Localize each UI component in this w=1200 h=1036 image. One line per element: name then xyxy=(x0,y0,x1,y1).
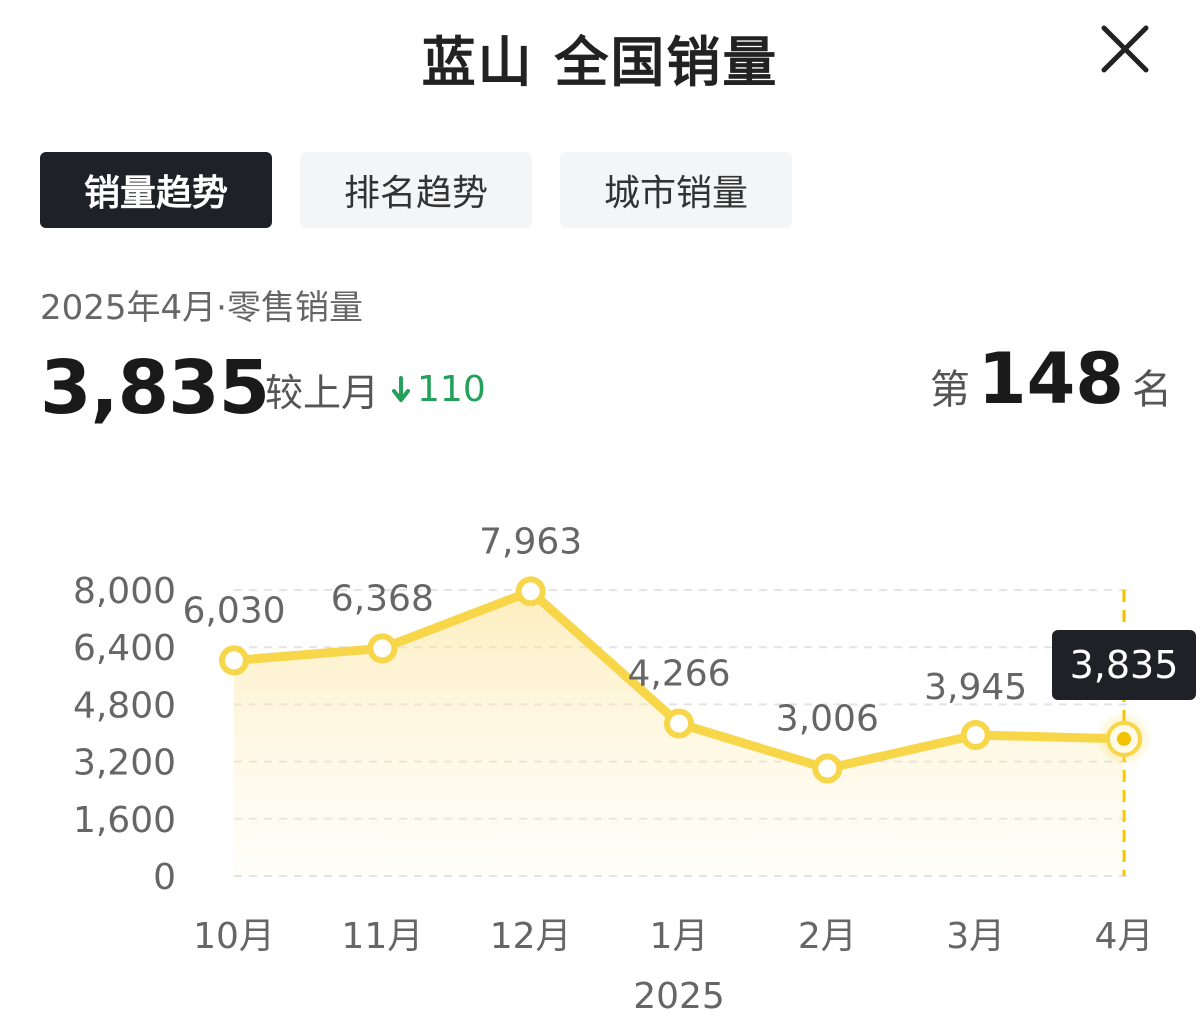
data-point[interactable] xyxy=(515,576,546,607)
compare-label: 较上月 xyxy=(265,371,380,415)
tab-city-sales[interactable]: 城市销量 xyxy=(560,152,792,228)
x-tick-label: 3月 xyxy=(946,916,1005,957)
data-label: 4,266 xyxy=(627,653,730,694)
delta-badge: 110 xyxy=(391,369,486,410)
data-point[interactable] xyxy=(960,719,991,750)
arrow-down-icon xyxy=(392,375,411,402)
close-icon xyxy=(1101,25,1149,73)
y-tick-label: 1,600 xyxy=(73,800,176,841)
data-label: 6,030 xyxy=(182,590,285,631)
x-tick-label: 1月 xyxy=(650,916,709,957)
delta-value: 110 xyxy=(417,369,486,410)
rank-number: 148 xyxy=(977,338,1124,420)
page-title: 蓝山 全国销量 xyxy=(421,31,779,94)
sales-value: 3,835 xyxy=(40,345,270,431)
tab-rank-trend[interactable]: 排名趋势 xyxy=(300,152,532,228)
rank: 第 148 名 xyxy=(930,338,1172,420)
rank-suffix: 名 xyxy=(1132,367,1172,413)
close-button[interactable] xyxy=(1090,14,1160,84)
x-tick-label: 2月 xyxy=(798,916,857,957)
data-label: 6,368 xyxy=(331,578,434,619)
x-tick-label: 12月 xyxy=(490,916,572,957)
y-tick-label: 3,200 xyxy=(73,743,176,784)
y-tick-label: 0 xyxy=(153,857,176,898)
x-tick-label: 11月 xyxy=(341,916,423,957)
month-compare: 较上月 110 xyxy=(265,362,486,417)
data-label: 3,945 xyxy=(924,667,1027,708)
data-point[interactable] xyxy=(367,633,398,664)
sales-line-chart: 6,030 6,368 7,963 4,266 3,006 3,945 0 1,600 3,2… xyxy=(73,521,1196,1017)
x-year-label: 2025 xyxy=(633,976,725,1017)
data-label: 7,963 xyxy=(479,521,582,562)
data-point[interactable] xyxy=(812,753,843,784)
header: 蓝山 全国销量 xyxy=(0,0,1200,110)
data-point[interactable] xyxy=(219,645,249,676)
y-tick-label: 6,400 xyxy=(73,628,176,669)
period-label: 2025年4月·零售销量 xyxy=(40,288,363,328)
y-tick-label: 8,000 xyxy=(73,571,176,612)
tab-sales-trend[interactable]: 销量趋势 xyxy=(40,152,272,228)
y-tick-label: 4,800 xyxy=(73,685,176,726)
x-tick-label: 10月 xyxy=(193,916,275,957)
data-label: 3,006 xyxy=(776,699,879,740)
rank-prefix: 第 xyxy=(929,367,970,413)
tab-bar: 销量趋势 排名趋势 城市销量 xyxy=(40,152,792,228)
x-tick-label: 4月 xyxy=(1095,916,1154,957)
data-point-selected-dot xyxy=(1117,731,1131,746)
value-tooltip xyxy=(1052,630,1196,700)
tooltip-value: 3,835 xyxy=(1070,643,1179,687)
data-point[interactable] xyxy=(664,708,694,739)
